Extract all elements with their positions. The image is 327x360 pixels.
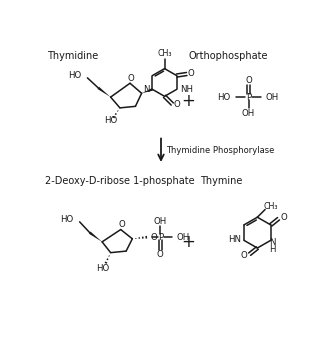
Text: OH: OH — [154, 217, 167, 226]
Polygon shape — [89, 231, 102, 242]
Text: O: O — [174, 100, 180, 109]
Text: N: N — [143, 85, 149, 94]
Text: Thymidine Phosphorylase: Thymidine Phosphorylase — [166, 146, 275, 155]
Text: HO: HO — [217, 93, 231, 102]
Text: O: O — [188, 69, 195, 78]
Polygon shape — [142, 88, 153, 93]
Text: HO: HO — [68, 71, 81, 80]
Text: +: + — [181, 233, 195, 251]
Text: HO: HO — [60, 215, 74, 224]
Text: O: O — [245, 76, 252, 85]
Text: OH: OH — [266, 93, 279, 102]
Text: P: P — [246, 93, 251, 102]
Text: H: H — [269, 245, 276, 254]
Text: Thymine: Thymine — [200, 176, 242, 186]
Text: 2-Deoxy-D-ribose 1-phosphate: 2-Deoxy-D-ribose 1-phosphate — [45, 176, 194, 186]
Text: O: O — [118, 220, 125, 229]
Text: +: + — [181, 92, 195, 110]
Text: OH: OH — [177, 233, 190, 242]
Text: HO: HO — [104, 116, 117, 125]
Text: OH: OH — [242, 109, 255, 118]
Text: O: O — [150, 233, 157, 242]
Text: N: N — [269, 238, 276, 247]
Text: CH₃: CH₃ — [157, 49, 172, 58]
Text: NH: NH — [180, 85, 193, 94]
Text: Orthophosphate: Orthophosphate — [188, 51, 267, 61]
Text: O: O — [241, 251, 248, 260]
Text: Thymidine: Thymidine — [47, 51, 98, 61]
Polygon shape — [97, 87, 111, 97]
Text: CH₃: CH₃ — [263, 202, 278, 211]
Text: O: O — [281, 213, 287, 222]
Text: O: O — [157, 251, 164, 260]
Text: O: O — [128, 74, 134, 83]
Text: HN: HN — [228, 235, 241, 244]
Text: HO: HO — [96, 264, 110, 273]
Text: P: P — [159, 233, 164, 242]
